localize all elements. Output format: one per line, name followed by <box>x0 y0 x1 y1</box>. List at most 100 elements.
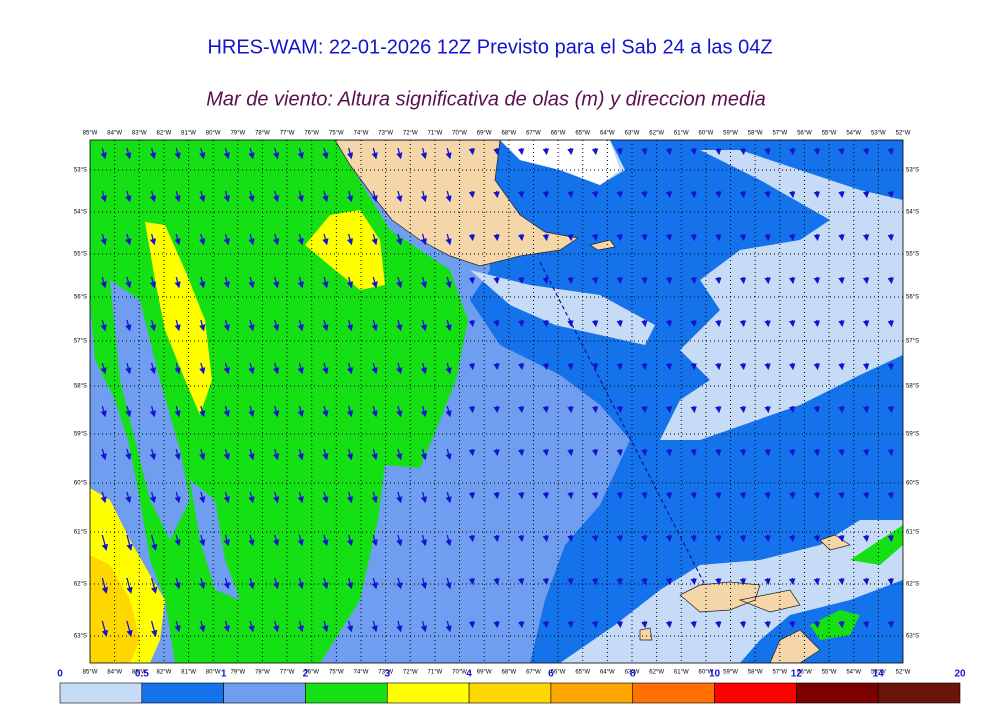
longitude-label: 73°W <box>378 670 393 676</box>
wave-arrow <box>591 405 599 414</box>
wave-arrow <box>248 448 255 461</box>
wave-arrow <box>591 620 599 629</box>
wave-arrow <box>272 534 280 547</box>
longitude-label: 60°W <box>699 131 714 137</box>
colorbar-tick-label: 8 <box>630 669 636 680</box>
wave-arrow <box>322 448 329 461</box>
latitude-label: 58°S <box>74 384 87 390</box>
field-blue <box>700 140 903 150</box>
colorbar-tick-label: 10 <box>709 669 721 680</box>
wave-arrow <box>838 577 845 586</box>
wave-arrow <box>322 620 329 633</box>
wave-arrow <box>616 491 623 500</box>
wave-arrow <box>641 491 648 500</box>
wave-arrow <box>126 620 133 637</box>
wave-arrow <box>297 190 304 203</box>
wave-arrow <box>739 491 747 500</box>
latitude-label: 57°S <box>906 339 919 345</box>
wave-arrow <box>420 233 428 246</box>
field-green <box>810 610 860 640</box>
wave-arrow <box>665 577 673 586</box>
colorbar-tick-label: 4 <box>466 669 472 680</box>
longitude-label: 63°W <box>625 670 640 676</box>
wave-arrow <box>346 147 354 160</box>
longitude-label: 82°W <box>157 131 172 137</box>
wave-arrow <box>150 620 158 637</box>
wave-arrow <box>641 577 648 586</box>
wave-arrow <box>396 190 403 203</box>
colorbar-segment <box>305 682 388 704</box>
wave-arrow <box>248 147 255 160</box>
wave-arrow <box>371 276 378 289</box>
wave-arrow <box>297 362 304 375</box>
wave-arrow <box>396 147 403 160</box>
wave-arrow <box>223 276 230 289</box>
wave-arrow <box>665 276 673 285</box>
wave-arrow <box>174 577 181 590</box>
wave-arrow <box>371 233 378 246</box>
wave-arrow <box>838 233 845 242</box>
wave-arrow <box>665 620 673 629</box>
wave-arrow <box>199 620 206 633</box>
latitude-label: 54°S <box>906 210 919 216</box>
latitude-label: 54°S <box>74 210 87 216</box>
longitude-label: 55°W <box>822 131 837 137</box>
longitude-label: 65°W <box>575 670 590 676</box>
wave-arrow <box>493 405 500 414</box>
wave-arrow <box>838 147 845 156</box>
latitude-label: 59°S <box>74 432 87 438</box>
wave-arrow <box>493 534 500 543</box>
longitude-label: 70°W <box>452 670 467 676</box>
wave-arrow <box>420 405 428 418</box>
wave-arrow <box>174 276 181 289</box>
wave-arrow <box>223 491 230 504</box>
wave-arrow <box>445 190 452 203</box>
wave-arrow <box>150 577 158 594</box>
wave-arrow <box>445 405 452 418</box>
longitude-label: 66°W <box>551 131 566 137</box>
longitude-label: 62°W <box>649 670 664 676</box>
wave-arrow <box>518 448 525 457</box>
field-medium-blue <box>190 480 240 600</box>
wave-arrow <box>493 276 500 285</box>
wave-arrow <box>223 620 230 633</box>
wave-arrow <box>272 577 280 590</box>
wave-arrow <box>518 577 525 586</box>
wave-arrow <box>764 577 771 586</box>
wave-arrow <box>125 319 132 332</box>
wave-arrow <box>715 362 722 371</box>
wave-arrow <box>248 491 255 504</box>
longitude-label: 64°W <box>600 131 615 137</box>
wave-arrow <box>665 405 673 414</box>
wave-arrow <box>248 319 255 332</box>
wave-arrow <box>223 405 230 418</box>
longitude-label: 76°W <box>304 670 319 676</box>
wave-arrow <box>125 362 132 375</box>
longitude-label: 57°W <box>772 131 787 137</box>
longitude-label: 81°W <box>181 131 196 137</box>
wave-arrow <box>887 190 894 199</box>
wave-arrow <box>493 147 500 156</box>
wave-arrow <box>493 233 500 242</box>
wave-arrow <box>420 147 428 160</box>
wave-arrow <box>199 448 206 461</box>
wave-arrow <box>567 147 574 156</box>
wave-arrow <box>887 362 894 371</box>
wave-arrow <box>862 577 870 586</box>
wave-arrow <box>690 620 697 629</box>
wave-arrow <box>125 147 132 160</box>
wave-arrow <box>174 534 181 547</box>
wave-arrow <box>126 577 133 594</box>
title: HRES-WAM: 22-01-2026 12Z Previsto para e… <box>207 36 772 58</box>
wave-arrow <box>468 319 476 328</box>
wave-arrow <box>665 147 673 156</box>
longitude-label: 81°W <box>181 670 196 676</box>
wave-arrow <box>739 362 747 371</box>
wave-arrow <box>149 276 157 289</box>
wave-arrow <box>297 147 304 160</box>
colorbar-segment <box>223 682 306 704</box>
wave-arrow <box>149 362 157 375</box>
longitude-label: 57°W <box>772 670 787 676</box>
wave-arrow <box>641 190 648 199</box>
wave-arrow <box>199 147 206 160</box>
